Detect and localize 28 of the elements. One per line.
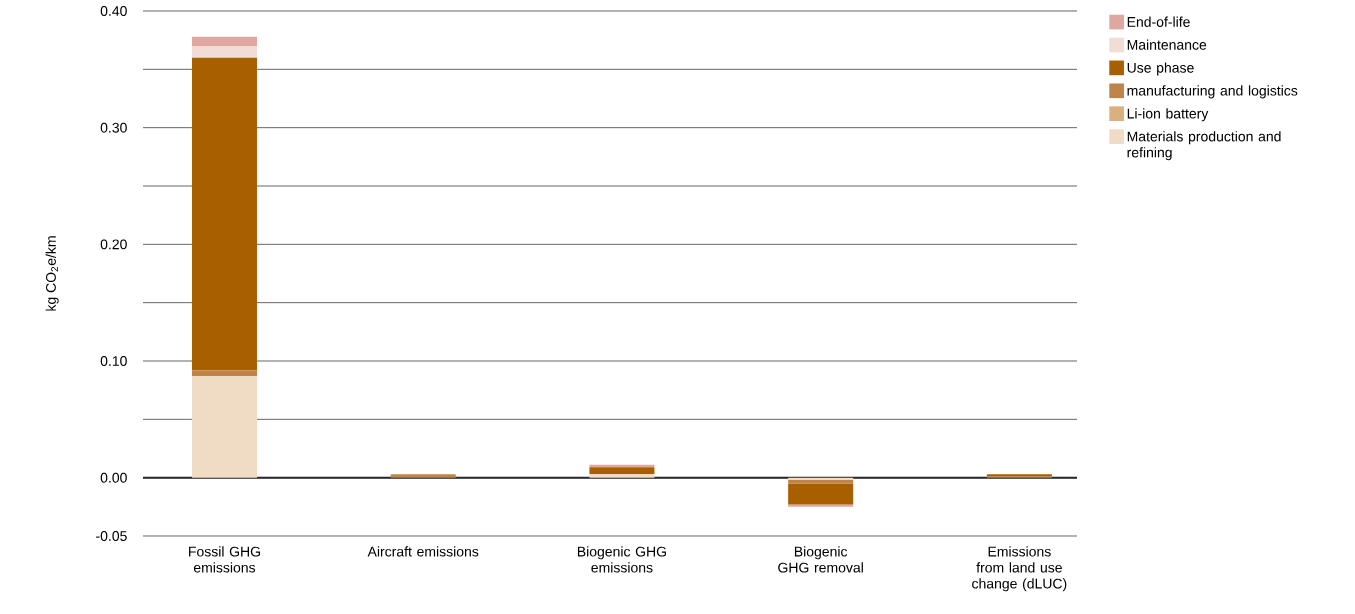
y-tick-label: 0.00 xyxy=(100,472,127,483)
legend-label: End-of-life xyxy=(1127,16,1190,27)
legend-label: Materials production and refining xyxy=(1127,131,1281,161)
x-tick-label: Aircraft emissions xyxy=(367,546,479,557)
bar xyxy=(191,36,257,46)
y-tick-label: -0.05 xyxy=(96,531,127,541)
legend-label: Li-ion battery xyxy=(1127,108,1209,122)
y-tick-label: 0.10 xyxy=(100,356,127,366)
bar xyxy=(589,467,655,475)
bar xyxy=(589,474,655,478)
x-tick-label: Biogenic GHG emissions xyxy=(577,546,666,573)
y-tick-label: 0.40 xyxy=(100,6,127,16)
bar xyxy=(788,504,854,507)
x-tick-label: Emissions from land use change (dLUC) xyxy=(972,546,1067,592)
y-tick-label: 0.30 xyxy=(100,122,127,133)
x-tick-label: Biogenic GHG removal xyxy=(778,546,863,573)
bar xyxy=(390,474,456,478)
y-axis-title: kg CO$_{2}$e/km xyxy=(45,236,59,311)
legend-label: Maintenance xyxy=(1127,39,1207,50)
legend-label: Use phase xyxy=(1127,62,1194,76)
legend-label: manufacturing and logistics xyxy=(1127,85,1298,99)
bar xyxy=(191,45,257,58)
bar xyxy=(191,370,257,377)
y-tick-label: 0.20 xyxy=(100,239,127,250)
x-tick-label: Fossil GHG emissions xyxy=(189,546,260,573)
bar xyxy=(191,57,257,371)
bar xyxy=(788,483,854,505)
bar xyxy=(191,376,257,478)
